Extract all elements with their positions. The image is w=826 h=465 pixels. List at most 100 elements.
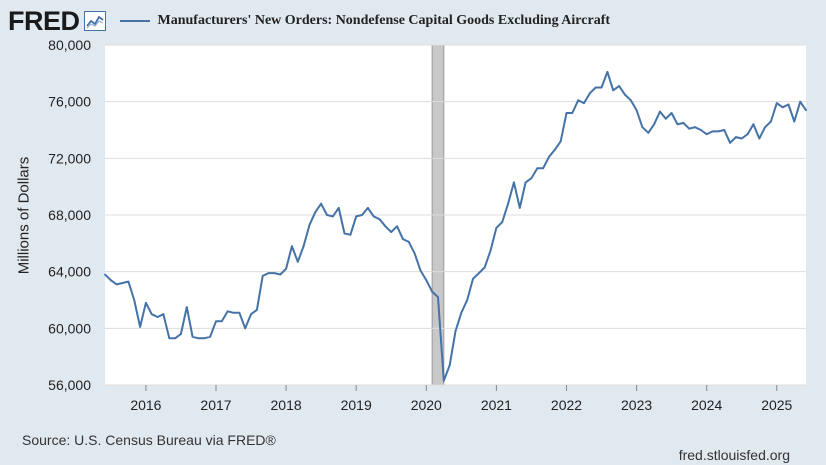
data-point: [676, 123, 679, 126]
legend: Manufacturers' New Orders: Nondefense Ca…: [119, 13, 611, 29]
data-point: [302, 245, 305, 248]
data-point: [507, 202, 509, 205]
data-point: [764, 126, 766, 129]
data-point: [466, 299, 469, 301]
data-point: [571, 112, 574, 114]
data-point: [442, 379, 445, 382]
data-point: [437, 296, 439, 299]
y-tick-label: 68,000: [48, 207, 91, 223]
data-point: [191, 335, 194, 338]
data-point: [589, 92, 591, 95]
data-point: [670, 112, 673, 114]
data-point: [372, 215, 375, 218]
data-point: [367, 207, 369, 209]
data-point: [688, 127, 691, 130]
data-point: [384, 225, 387, 228]
data-point: [109, 279, 112, 282]
data-point: [705, 133, 708, 136]
data-point: [361, 214, 363, 216]
site-link[interactable]: fred.stlouisfed.org: [678, 447, 790, 463]
data-point: [308, 224, 311, 226]
data-point: [787, 103, 790, 106]
data-point: [653, 123, 655, 126]
data-point: [390, 231, 393, 233]
data-point: [267, 272, 270, 274]
data-point: [402, 238, 404, 241]
data-point: [577, 99, 580, 102]
data-point: [781, 106, 784, 109]
data-point: [419, 269, 422, 272]
data-point: [583, 102, 585, 104]
data-point: [775, 102, 778, 104]
data-point: [536, 167, 539, 170]
y-tick-label: 60,000: [48, 320, 91, 336]
x-tick-label: 2024: [691, 397, 722, 413]
data-point: [542, 167, 544, 170]
data-point: [472, 277, 474, 280]
y-tick-label: 56,000: [48, 377, 91, 393]
data-point: [641, 126, 644, 129]
data-point: [425, 279, 428, 282]
series-title: Manufacturers' New Orders: Nondefense Ca…: [157, 13, 611, 28]
fred-graph-icon: [83, 11, 106, 31]
data-point: [349, 233, 352, 236]
y-axis-label: Millions of Dollars: [15, 156, 33, 275]
data-point: [758, 137, 761, 140]
data-point: [553, 148, 556, 151]
data-point: [244, 327, 247, 330]
header: FRED Manufacturers' New Orders: Nondefen…: [8, 6, 610, 36]
data-point: [805, 109, 807, 112]
data-point: [343, 232, 346, 235]
data-point: [524, 181, 527, 184]
data-point: [296, 260, 299, 263]
y-tick-label: 72,000: [48, 150, 91, 166]
data-point: [513, 181, 515, 184]
data-point: [518, 207, 521, 209]
data-point: [770, 120, 772, 123]
data-point: [454, 330, 457, 333]
data-point: [530, 177, 533, 180]
x-tick-label: 2023: [621, 397, 652, 413]
data-point: [139, 326, 142, 328]
data-point: [629, 99, 632, 102]
x-tick-label: 2022: [551, 397, 582, 413]
data-point: [624, 93, 626, 96]
data-point: [220, 320, 223, 323]
data-point: [337, 207, 340, 209]
x-tick-label: 2025: [761, 397, 792, 413]
data-point: [127, 280, 130, 283]
data-point: [711, 130, 714, 133]
y-tick-label: 64,000: [48, 264, 91, 280]
data-point: [717, 130, 720, 133]
data-point: [694, 126, 696, 129]
data-point: [133, 299, 136, 301]
data-point: [378, 218, 381, 221]
data-point: [320, 202, 322, 205]
data-point: [168, 337, 171, 340]
data-point: [723, 129, 726, 131]
data-point: [162, 313, 165, 316]
data-point: [700, 129, 702, 131]
data-point: [612, 89, 615, 92]
data-point: [355, 215, 358, 218]
data-point: [752, 123, 755, 126]
data-point: [729, 141, 731, 144]
y-tick-label: 80,000: [48, 37, 91, 53]
data-point: [413, 252, 416, 255]
data-point: [635, 109, 638, 112]
data-point: [256, 309, 258, 311]
data-point: [185, 306, 188, 308]
fred-logo[interactable]: FRED: [8, 5, 80, 36]
data-point: [501, 221, 504, 224]
data-point: [326, 214, 328, 216]
data-point: [156, 316, 159, 318]
data-point: [226, 310, 229, 313]
data-point: [659, 110, 661, 113]
x-tick-label: 2018: [271, 397, 302, 413]
data-point: [232, 311, 235, 314]
data-point: [150, 313, 153, 316]
data-point: [238, 311, 241, 314]
data-point: [489, 249, 492, 252]
data-point: [606, 71, 609, 73]
